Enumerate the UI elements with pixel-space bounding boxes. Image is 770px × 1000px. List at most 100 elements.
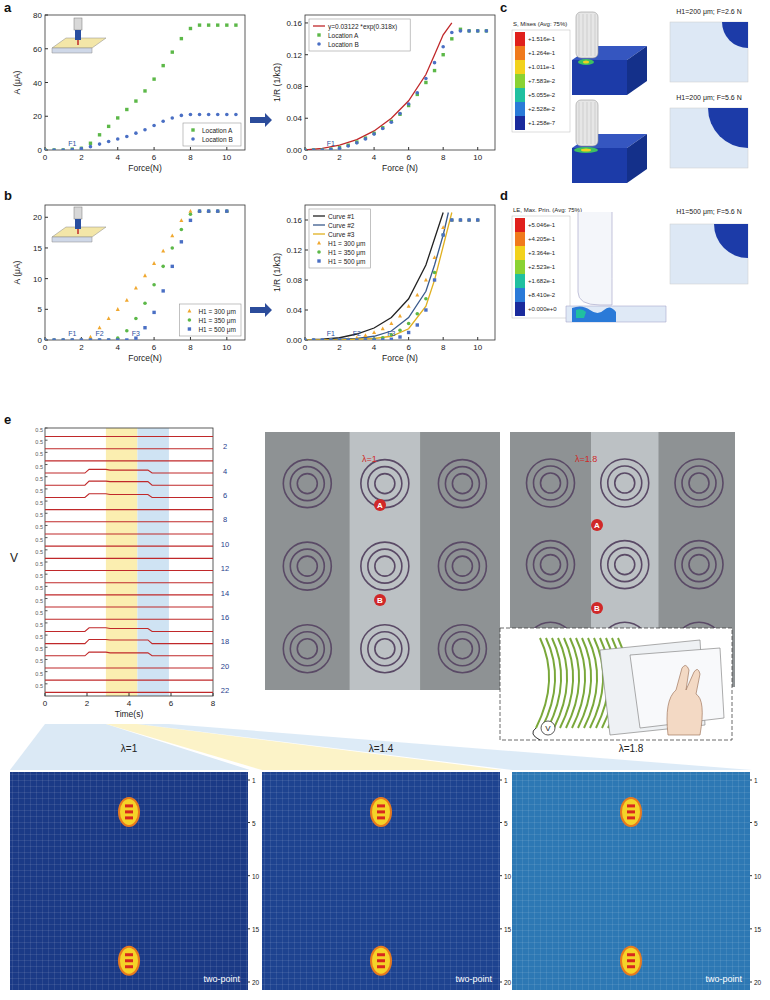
colorbar-title: S, Mises (Avg: 75%) — [513, 21, 567, 27]
colorbar-title: LE, Max. Prin. (Avg: 75%) — [513, 207, 582, 213]
data-point — [476, 218, 480, 222]
data-point — [407, 304, 411, 308]
data-point — [320, 338, 324, 340]
data-point — [321, 338, 324, 340]
data-point — [52, 338, 55, 340]
data-point — [52, 148, 56, 150]
data-point — [207, 209, 211, 213]
y-tick-label: 5 — [252, 820, 256, 827]
data-point — [152, 261, 156, 265]
data-point — [116, 137, 120, 141]
y-tick-label: 5 — [504, 820, 508, 827]
voltage-trace — [45, 594, 213, 595]
heatmap-note: two-point — [705, 974, 742, 984]
data-point — [107, 316, 111, 320]
data-point — [152, 311, 155, 314]
x-tick-label: 0 — [303, 153, 308, 162]
y-tick-label: 10 — [33, 275, 42, 284]
data-point — [52, 338, 56, 340]
fea-title: H1=200 μm; F=5.6 N — [676, 94, 742, 102]
voltage-trace — [45, 680, 213, 681]
y-tick — [45, 659, 48, 660]
x-tick-label: 2 — [79, 153, 84, 162]
colorbar-value: +1.258e-7 — [528, 120, 556, 126]
fea-stress — [581, 149, 591, 152]
x-tick-label: 6 — [152, 153, 157, 162]
colorbar-swatch — [515, 260, 525, 274]
data-point — [161, 120, 165, 124]
channel-label: 18 — [221, 637, 229, 646]
channel-label: 20 — [221, 662, 229, 671]
data-point — [459, 218, 462, 221]
x-tick-label: 10 — [222, 343, 231, 352]
data-point — [170, 246, 174, 250]
data-point — [152, 77, 155, 80]
hotspot-core — [377, 804, 385, 807]
y-tick-label: 0.12 — [286, 51, 302, 60]
y-tick — [750, 982, 752, 983]
data-point — [364, 338, 367, 340]
electrode — [290, 549, 324, 583]
plot-frame — [45, 205, 245, 340]
data-point — [320, 148, 324, 150]
legend-swatch — [188, 327, 191, 330]
data-point — [170, 233, 174, 237]
voltage-trace — [45, 533, 213, 534]
data-point — [485, 29, 489, 33]
data-point — [152, 124, 156, 128]
y-tick-label: 0.5 — [35, 549, 43, 555]
y-axis-label: 1/R (1/kΩ) — [272, 253, 282, 292]
fea-top-view — [670, 108, 748, 168]
colorbar-value: +3.364e-1 — [528, 250, 556, 256]
y-tick-label: 0.5 — [35, 622, 43, 628]
hotspot — [371, 798, 391, 826]
data-point — [355, 338, 359, 340]
y-tick-label: 60 — [33, 45, 42, 54]
y-tick-label: 15 — [504, 926, 512, 933]
hotspot-core — [627, 810, 635, 813]
y-tick-label: 10 — [754, 873, 762, 880]
y-tick — [45, 635, 48, 636]
data-point — [372, 132, 376, 136]
y-tick-label: 15 — [33, 244, 42, 253]
data-point — [372, 337, 376, 340]
y-tick-label: 0.5 — [35, 610, 43, 616]
y-tick — [45, 217, 48, 218]
force-annotation: F1 — [68, 140, 76, 147]
y-tick-label: 1 — [252, 777, 256, 784]
data-point — [143, 128, 147, 132]
y-tick — [500, 928, 502, 929]
voltage-trace — [45, 652, 213, 656]
colorbar-swatch — [515, 232, 525, 246]
y-tick — [305, 54, 308, 55]
data-point — [225, 113, 229, 117]
data-point — [407, 322, 411, 326]
y-tick-label: 0.5 — [35, 646, 43, 652]
y-tick-label: 80 — [33, 11, 42, 20]
data-point — [424, 308, 427, 311]
y-axis-label: 1/R (1/kΩ) — [272, 63, 282, 102]
y-tick — [500, 982, 502, 983]
data-point — [312, 338, 316, 340]
data-point — [476, 29, 480, 33]
data-point — [134, 317, 138, 321]
data-point — [225, 209, 229, 213]
data-point — [207, 209, 211, 213]
data-point — [198, 23, 201, 26]
electrode — [601, 459, 649, 507]
y-tick — [45, 683, 48, 684]
plot-area — [45, 23, 238, 150]
y-tick — [45, 464, 48, 465]
colorbar-swatch — [515, 32, 525, 46]
y-tick — [500, 780, 502, 781]
voltage-trace — [45, 448, 213, 449]
electrode — [541, 555, 561, 575]
fea-mesh — [595, 102, 596, 144]
y-tick-label: 0.16 — [286, 216, 302, 225]
data-point — [372, 330, 376, 334]
fea-strain — [576, 309, 586, 318]
x-tick-label: 4 — [116, 343, 121, 352]
data-point — [89, 142, 92, 145]
channel-label: 22 — [221, 686, 229, 695]
data-point — [45, 338, 47, 340]
